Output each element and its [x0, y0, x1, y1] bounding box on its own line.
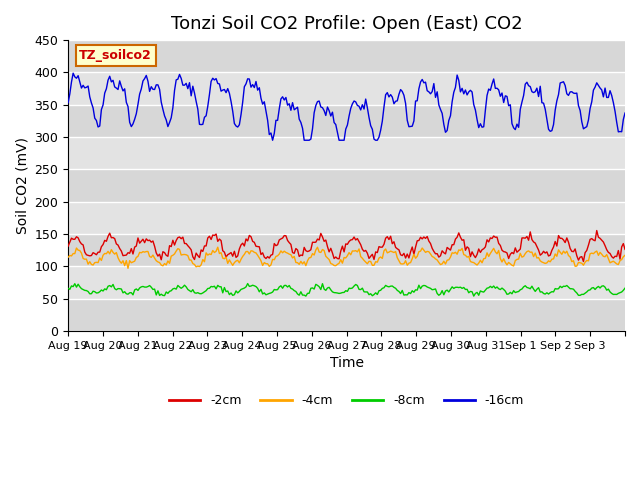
- Bar: [68, 202, 625, 234]
- Bar: [68, 234, 625, 266]
- Legend: -2cm, -4cm, -8cm, -16cm: -2cm, -4cm, -8cm, -16cm: [164, 389, 529, 412]
- Bar: [68, 299, 625, 331]
- Bar: [68, 40, 625, 72]
- Bar: [68, 72, 625, 105]
- Bar: [68, 105, 625, 137]
- Y-axis label: Soil CO2 (mV): Soil CO2 (mV): [15, 137, 29, 234]
- X-axis label: Time: Time: [330, 356, 364, 370]
- Title: Tonzi Soil CO2 Profile: Open (East) CO2: Tonzi Soil CO2 Profile: Open (East) CO2: [171, 15, 522, 33]
- Bar: [68, 137, 625, 169]
- Bar: [68, 169, 625, 202]
- Bar: [68, 266, 625, 299]
- Text: TZ_soilco2: TZ_soilco2: [79, 49, 152, 62]
